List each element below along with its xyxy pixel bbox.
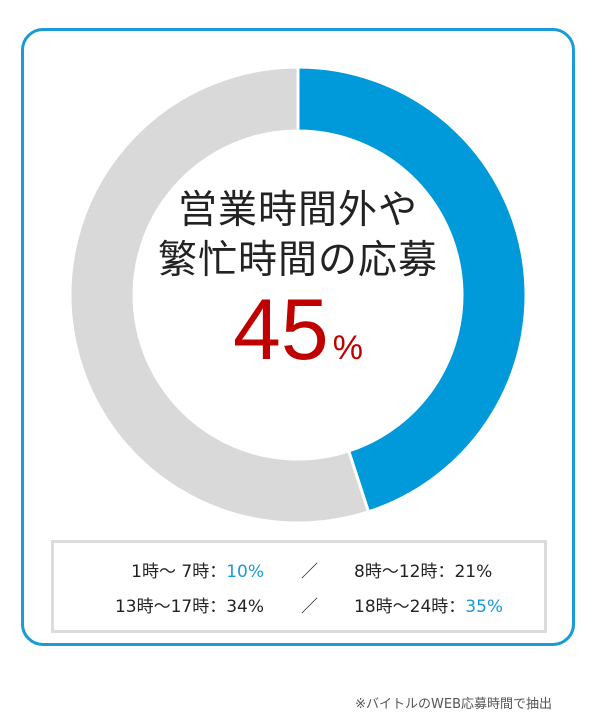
title-line-1: 営業時間外や	[177, 188, 418, 233]
separator-slash: ／	[301, 562, 318, 582]
breakdown-value: 35%	[465, 597, 504, 617]
breakdown-value: 21%	[454, 562, 493, 582]
center-unit: %	[332, 329, 363, 367]
donut-center-title: 営業時間外や 繁忙時間の応募	[148, 186, 448, 286]
breakdown-item-4: 18時～24時：35%	[354, 592, 503, 622]
breakdown-item-2: 8時～12時：21%	[354, 557, 492, 587]
breakdown-row-1: 1時～ 7時：10% ／ 8時～12時：21%	[54, 557, 544, 587]
breakdown-item-1: 1時～ 7時：10%	[131, 557, 264, 587]
center-value: 45	[233, 282, 329, 378]
breakdown-label: 1時～ 7時：	[131, 562, 227, 582]
breakdown-label: 18時～24時：	[354, 597, 466, 617]
separator-slash: ／	[301, 597, 318, 617]
center-percentage: 45%	[148, 280, 448, 380]
breakdown-label: 13時～17時：	[114, 597, 227, 617]
breakdown-label: 8時～12時：	[354, 562, 455, 582]
time-breakdown-box: 1時～ 7時：10% ／ 8時～12時：21% 13時～17時：34% ／ 18…	[51, 540, 547, 633]
breakdown-item-3: 13時～17時：34%	[115, 592, 264, 622]
title-line-2: 繁忙時間の応募	[157, 238, 438, 283]
breakdown-value: 34%	[226, 597, 264, 617]
donut-slice-rest	[68, 65, 371, 525]
donut-slice-highlight	[296, 65, 528, 514]
breakdown-row-2: 13時～17時：34% ／ 18時～24時：35%	[54, 592, 544, 622]
source-footnote: ※バイトルのWEB応募時間で抽出	[355, 697, 552, 712]
breakdown-value: 10%	[226, 562, 264, 582]
